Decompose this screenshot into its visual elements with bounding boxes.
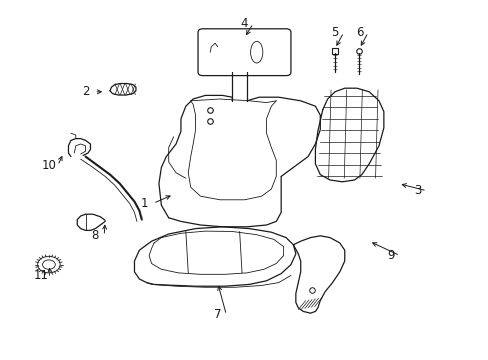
Text: 2: 2	[81, 85, 89, 98]
Text: 5: 5	[330, 26, 338, 39]
Text: 10: 10	[41, 159, 56, 172]
Text: 11: 11	[34, 269, 49, 282]
Text: 4: 4	[240, 17, 248, 30]
Text: 9: 9	[386, 249, 394, 262]
Text: 8: 8	[91, 229, 99, 242]
Text: 7: 7	[213, 309, 221, 321]
Text: 6: 6	[355, 26, 363, 39]
Text: 1: 1	[140, 197, 148, 210]
Text: 3: 3	[413, 184, 421, 197]
